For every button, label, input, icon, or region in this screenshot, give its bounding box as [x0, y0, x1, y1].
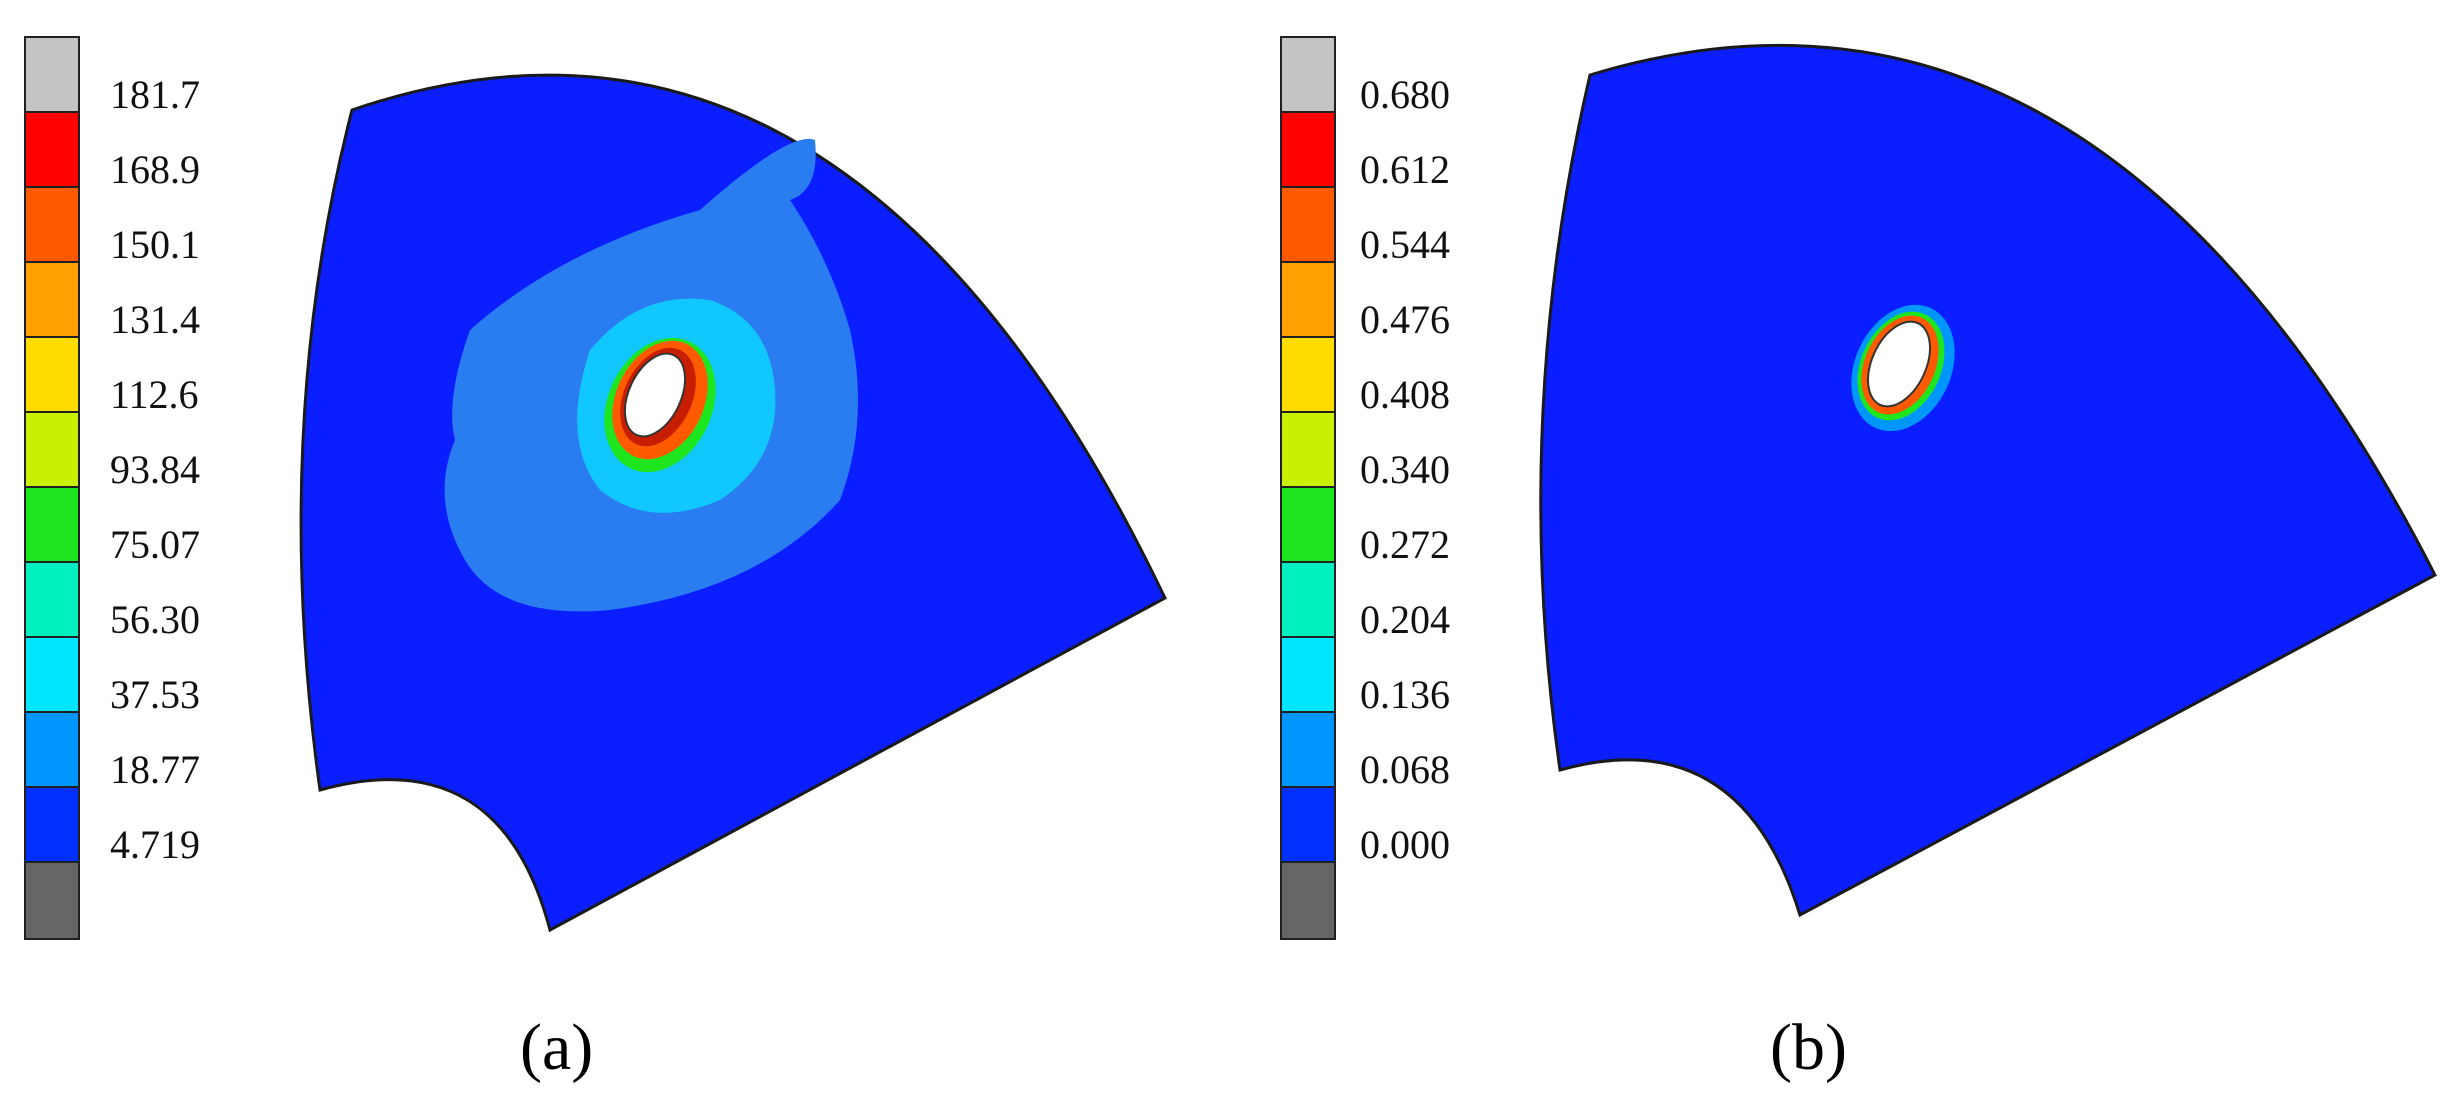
legend-label: 150.1 [110, 222, 200, 267]
hole [1867, 320, 1931, 408]
legend-label: 0.272 [1360, 522, 1450, 567]
legend-swatch [26, 113, 78, 188]
contour-plot-a [299, 73, 1167, 933]
legend-label: 0.068 [1360, 747, 1450, 792]
legend-label: 0.544 [1360, 222, 1450, 267]
legend-label: 56.30 [110, 597, 200, 642]
legend-label: 0.476 [1360, 297, 1450, 342]
legend-label: 0.000 [1360, 822, 1450, 867]
legend-label: 0.136 [1360, 672, 1450, 717]
legend-swatch [26, 38, 78, 113]
legend-label: 168.9 [110, 147, 200, 192]
panel-b: 0.680 0.612 0.544 0.476 0.408 0.340 0.27… [1260, 0, 2455, 1107]
legend-swatch [26, 413, 78, 488]
contour-plot-b [1539, 43, 2438, 918]
legend-label: 0.408 [1360, 372, 1450, 417]
legend-swatch [1282, 338, 1334, 413]
legend-swatch [1282, 488, 1334, 563]
legend-label: 0.612 [1360, 147, 1450, 192]
color-legend-b [1280, 36, 1336, 940]
legend-swatch [1282, 188, 1334, 263]
legend-label: 75.07 [110, 522, 200, 567]
legend-swatch [1282, 113, 1334, 188]
legend-label: 18.77 [110, 747, 200, 792]
legend-swatch [26, 188, 78, 263]
legend-swatch [1282, 638, 1334, 713]
legend-swatch [1282, 863, 1334, 938]
legend-label: 37.53 [110, 672, 200, 717]
panel-caption-b: (b) [1770, 1011, 1847, 1084]
legend-label: 0.204 [1360, 597, 1450, 642]
legend-swatch [1282, 563, 1334, 638]
sector-shape [1539, 43, 2438, 918]
color-legend-a [24, 36, 80, 940]
legend-swatch [26, 863, 78, 938]
legend-swatch [1282, 788, 1334, 863]
legend-label: 0.680 [1360, 72, 1450, 117]
legend-swatch [26, 713, 78, 788]
legend-swatch [26, 263, 78, 338]
legend-swatch [1282, 713, 1334, 788]
panel-caption-a: (a) [520, 1011, 594, 1084]
legend-swatch [1282, 38, 1334, 113]
legend-swatch [26, 488, 78, 563]
legend-label: 112.6 [110, 372, 199, 417]
legend-swatch [1282, 263, 1334, 338]
legend-swatch [1282, 413, 1334, 488]
legend-label: 4.719 [110, 822, 200, 867]
panel-a: 181.7 168.9 150.1 131.4 112.6 93.84 75.0… [24, 36, 1167, 1084]
hole [623, 352, 687, 438]
legend-swatch [26, 638, 78, 713]
legend-swatch [26, 563, 78, 638]
legend-label: 0.340 [1360, 447, 1450, 492]
legend-label: 181.7 [110, 72, 200, 117]
legend-label: 131.4 [110, 297, 200, 342]
legend-swatch [26, 788, 78, 863]
legend-label: 93.84 [110, 447, 200, 492]
legend-swatch [26, 338, 78, 413]
